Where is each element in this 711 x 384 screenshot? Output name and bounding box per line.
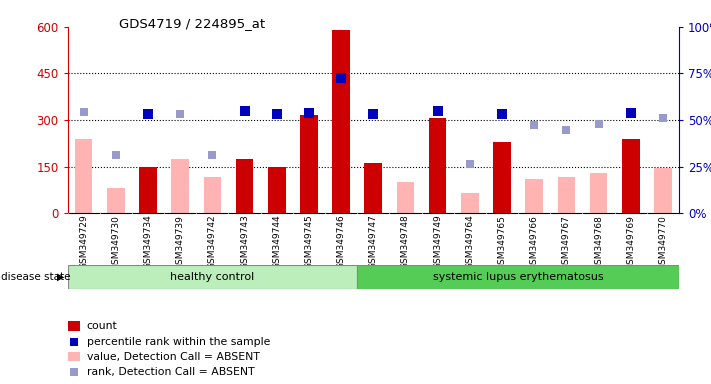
Text: rank, Detection Call = ABSENT: rank, Detection Call = ABSENT (87, 367, 255, 377)
Bar (68, 321, 80, 331)
Text: GSM349770: GSM349770 (658, 215, 668, 270)
Text: healthy control: healthy control (170, 272, 255, 282)
Bar (75, 139, 92, 213)
Text: GSM349748: GSM349748 (401, 215, 410, 270)
Bar (171, 159, 189, 213)
Bar (139, 167, 157, 213)
Text: GSM349766: GSM349766 (530, 215, 539, 270)
Text: GSM349768: GSM349768 (594, 215, 603, 270)
Text: value, Detection Call = ABSENT: value, Detection Call = ABSENT (87, 352, 260, 362)
Bar (235, 159, 253, 213)
Text: GSM349729: GSM349729 (79, 215, 88, 270)
Text: systemic lupus erythematosus: systemic lupus erythematosus (433, 272, 604, 282)
Bar (357, 265, 679, 289)
Text: GSM349767: GSM349767 (562, 215, 571, 270)
Bar (461, 193, 479, 213)
Text: GSM349734: GSM349734 (144, 215, 152, 270)
Bar (332, 30, 350, 213)
Text: GSM349764: GSM349764 (465, 215, 474, 270)
Text: GSM349743: GSM349743 (240, 215, 249, 270)
Bar (622, 139, 640, 213)
Text: GDS4719 / 224895_at: GDS4719 / 224895_at (119, 17, 265, 30)
Text: GSM349745: GSM349745 (304, 215, 314, 270)
Text: GSM349744: GSM349744 (272, 215, 282, 269)
Bar (525, 179, 543, 213)
Text: percentile rank within the sample: percentile rank within the sample (87, 337, 270, 347)
Bar (557, 177, 575, 213)
Text: disease state: disease state (1, 272, 71, 282)
Bar (68, 352, 80, 361)
Bar (68, 265, 357, 289)
Bar (365, 164, 382, 213)
Bar (654, 168, 672, 213)
Bar (300, 115, 318, 213)
Text: GSM349765: GSM349765 (498, 215, 506, 270)
Text: GSM349769: GSM349769 (626, 215, 635, 270)
Bar (268, 167, 286, 213)
Text: GSM349739: GSM349739 (176, 215, 185, 270)
Text: GSM349749: GSM349749 (433, 215, 442, 270)
Text: ▶: ▶ (56, 272, 64, 282)
Bar (397, 182, 415, 213)
Text: GSM349742: GSM349742 (208, 215, 217, 269)
Text: GSM349747: GSM349747 (369, 215, 378, 270)
Bar (203, 177, 221, 213)
Bar (493, 142, 510, 213)
Text: count: count (87, 321, 117, 331)
Bar (107, 188, 124, 213)
Text: GSM349746: GSM349746 (336, 215, 346, 270)
Text: GSM349730: GSM349730 (112, 215, 120, 270)
Bar (429, 118, 447, 213)
Bar (589, 173, 607, 213)
